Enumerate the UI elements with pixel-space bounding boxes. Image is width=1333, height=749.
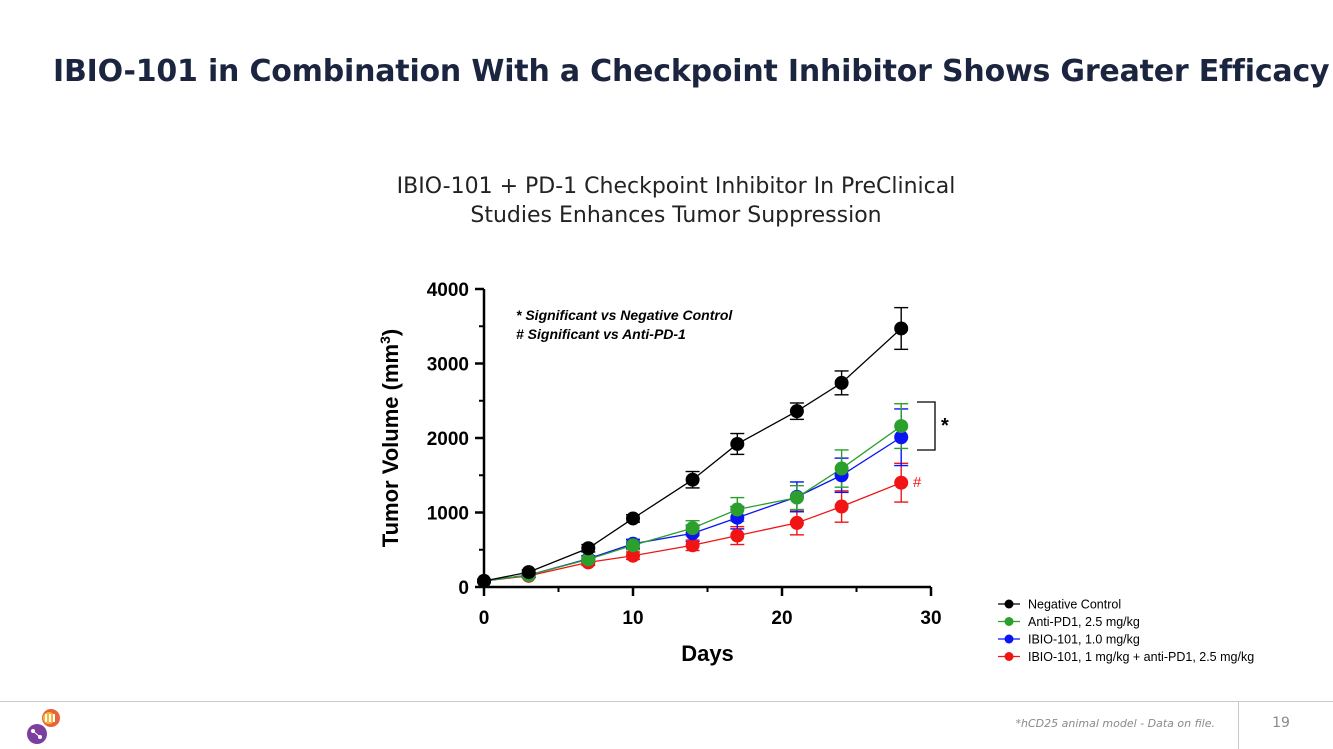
data-point (894, 321, 909, 336)
legend-swatch-marker (1004, 617, 1014, 626)
legend-swatch-marker (1004, 599, 1014, 609)
y-tick-label: 2000 (427, 429, 469, 450)
tumor-volume-chart: 0 1000 2000 3000 4000 0 10 20 30 Days Tumor Volume… (377, 280, 1254, 666)
y-tick-label: 0 (458, 578, 469, 599)
x-axis-label: Days (681, 641, 734, 666)
chart-title: IBIO-101 + PD-1 Checkpoint Inhibitor In … (340, 172, 1012, 230)
data-point (685, 538, 700, 553)
chart-series (477, 306, 909, 589)
data-point (789, 404, 804, 419)
y-axis-label: Tumor Volume (mm3) (377, 329, 403, 547)
y-tick-label: 3000 (427, 355, 469, 376)
data-point (894, 419, 909, 434)
x-tick-label: 20 (771, 608, 792, 629)
data-point (581, 552, 596, 567)
significance-star: * (941, 415, 949, 437)
footnote: *hCD25 animal model - Data on file. (1015, 717, 1216, 730)
data-point (894, 430, 909, 445)
y-tick-label: 4000 (427, 280, 469, 301)
data-point (834, 461, 849, 476)
data-point (626, 538, 640, 553)
x-tick-label: 0 (479, 608, 490, 629)
data-point (894, 475, 909, 490)
data-point (626, 548, 640, 563)
chart-annotations: * Significant vs Negative Control # Signi… (516, 307, 949, 491)
chart-title-line-2: Studies Enhances Tumor Suppression (470, 203, 882, 228)
data-point (789, 515, 804, 530)
footer-divider (1238, 701, 1239, 749)
company-logo-icon (27, 709, 60, 744)
significance-bracket (917, 401, 936, 451)
chart-title-line-1: IBIO-101 + PD-1 Checkpoint Inhibitor In … (396, 174, 956, 199)
data-point (834, 375, 849, 390)
data-point (626, 511, 640, 526)
legend-label: IBIO-101, 1.0 mg/kg (1028, 633, 1140, 647)
page-number: 19 (1272, 715, 1290, 731)
slide-title: IBIO-101 in Combination With a Checkpoin… (53, 54, 1330, 89)
annotation-note-2: # Significant vs Anti-PD-1 (516, 326, 686, 342)
legend-label: Negative Control (1028, 598, 1121, 612)
data-point (789, 490, 804, 505)
annotation-note-1: * Significant vs Negative Control (516, 307, 733, 323)
legend-swatch-marker (1004, 634, 1014, 644)
x-tick-label: 30 (920, 608, 941, 629)
x-tick-label: 10 (622, 608, 643, 629)
data-point (521, 565, 536, 580)
data-point (730, 502, 745, 517)
chart-axes: 0 1000 2000 3000 4000 0 10 20 30 Days Tumor Volume… (377, 280, 942, 666)
footer-rule (0, 701, 1333, 702)
chart-legend: Negative Control Anti-PD1, 2.5 mg/kg IBIO-… (998, 598, 1254, 664)
data-point (730, 436, 745, 451)
data-point (685, 472, 700, 487)
significance-hash: # (913, 474, 922, 491)
legend-label: IBIO-101, 1 mg/kg + anti-PD1, 2.5 mg/kg (1028, 650, 1254, 664)
data-point (685, 521, 700, 536)
data-point (730, 528, 745, 543)
legend-swatch-marker (1004, 652, 1014, 661)
data-point (477, 574, 491, 589)
y-tick-label: 1000 (427, 504, 469, 525)
data-point (581, 541, 596, 556)
legend-label: Anti-PD1, 2.5 mg/kg (1028, 615, 1140, 629)
data-point (834, 499, 849, 514)
